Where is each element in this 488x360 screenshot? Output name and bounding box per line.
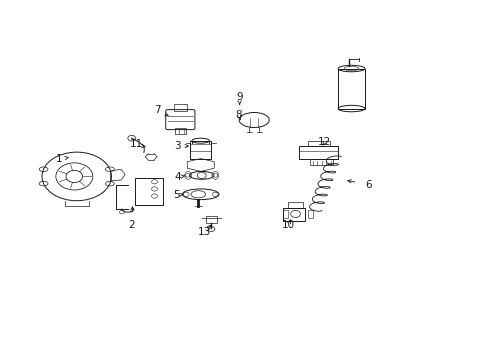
Text: 9: 9 [236, 92, 243, 102]
Text: 4: 4 [174, 172, 181, 182]
Bar [337, 69, 364, 109]
Text: 5: 5 [173, 190, 180, 201]
Bar [307, 210, 312, 217]
Text: 2: 2 [128, 220, 135, 230]
Bar [287, 202, 302, 207]
Bar [205, 216, 217, 223]
Bar [135, 178, 163, 205]
Bar [283, 210, 287, 217]
Text: 13: 13 [198, 227, 211, 237]
Text: 10: 10 [281, 220, 294, 230]
Bar [298, 146, 337, 159]
Text: 6: 6 [365, 180, 371, 190]
Text: 8: 8 [235, 110, 242, 120]
Text: 3: 3 [174, 141, 181, 151]
Bar [173, 104, 187, 111]
Text: 12: 12 [318, 138, 331, 148]
Bar [283, 207, 305, 221]
Text: 11: 11 [130, 139, 143, 149]
Text: 7: 7 [153, 105, 160, 115]
Bar [190, 141, 211, 158]
Bar [175, 128, 186, 134]
Bar [307, 141, 329, 146]
Bar [309, 159, 333, 165]
Text: 1: 1 [55, 154, 62, 164]
